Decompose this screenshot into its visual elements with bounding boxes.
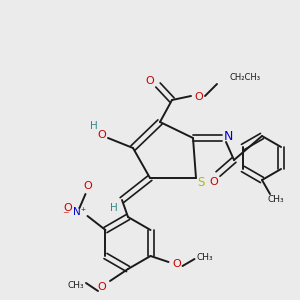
Text: H: H (90, 121, 98, 131)
Text: N: N (223, 130, 233, 142)
Text: S: S (197, 176, 205, 190)
Text: O: O (98, 282, 106, 292)
Text: CH₂CH₃: CH₂CH₃ (229, 74, 260, 82)
Text: O: O (83, 181, 92, 191)
Text: CH₃: CH₃ (68, 280, 84, 290)
Text: CH₃: CH₃ (268, 196, 284, 205)
Text: O: O (63, 203, 72, 213)
Text: O: O (172, 259, 181, 269)
Text: H: H (110, 203, 118, 213)
Text: ⁻: ⁻ (62, 209, 69, 223)
Text: O: O (146, 76, 154, 86)
Text: O: O (210, 177, 218, 187)
Text: O: O (195, 92, 203, 102)
Text: N⁺: N⁺ (73, 207, 86, 217)
Text: O: O (98, 130, 106, 140)
Text: CH₃: CH₃ (196, 253, 213, 262)
